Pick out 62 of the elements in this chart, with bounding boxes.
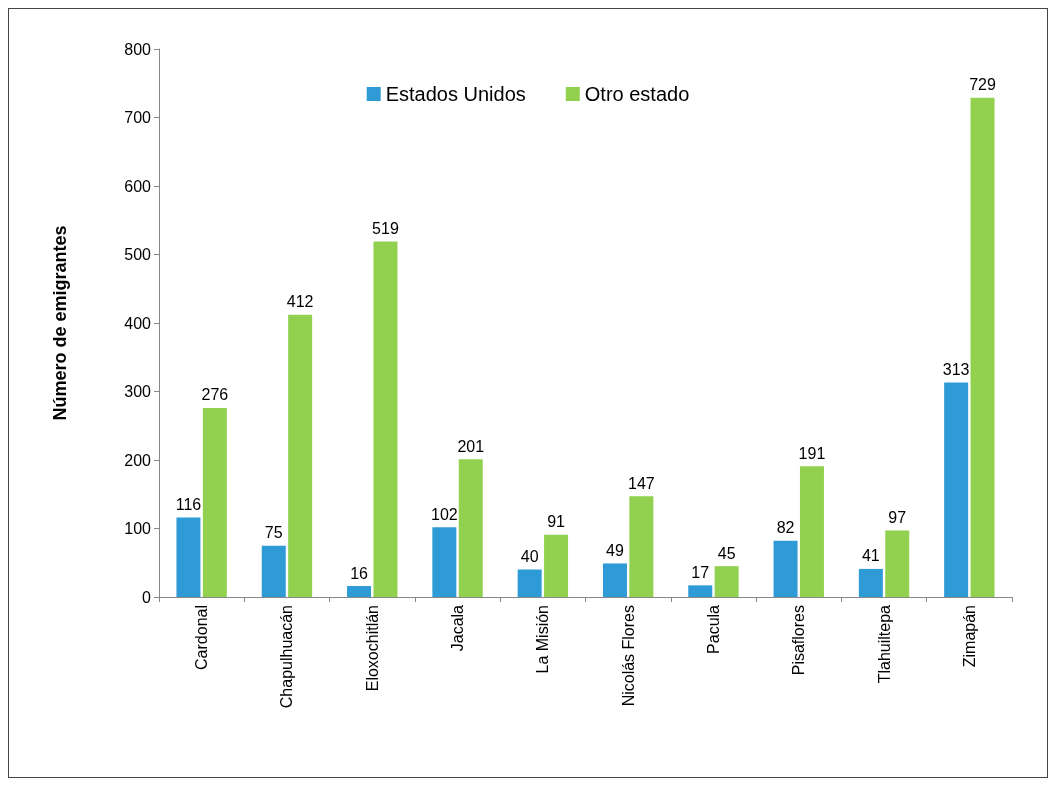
data-label: 116 [175, 496, 202, 514]
y-tick-label: 200 [124, 451, 152, 469]
data-label: 41 [861, 547, 880, 565]
x-tick-label: Eloxochitlán [363, 605, 381, 692]
bar [517, 569, 542, 597]
bar [432, 527, 457, 597]
bar [688, 585, 713, 597]
data-label: 91 [547, 513, 566, 531]
x-tick-label: Nicolás Flores [619, 605, 637, 707]
data-label: 40 [520, 548, 539, 566]
y-tick-label: 700 [124, 109, 152, 126]
data-label: 729 [969, 76, 996, 94]
bar [970, 97, 995, 597]
bar [602, 563, 627, 597]
data-label: 412 [286, 293, 314, 311]
y-tick-label: 300 [124, 383, 152, 400]
bar [799, 466, 824, 597]
bar [858, 568, 883, 597]
bar [202, 407, 227, 597]
x-tick-label: Tlahuiltepa [875, 604, 893, 684]
bar [261, 545, 286, 597]
data-label: 201 [457, 437, 485, 455]
data-label: 45 [717, 544, 736, 562]
data-label: 17 [691, 563, 710, 581]
y-axis-title: Número de emigrantes [50, 225, 70, 421]
legend-label: Otro estado [584, 83, 690, 105]
data-label: 313 [942, 361, 970, 379]
data-label: 191 [798, 444, 826, 462]
bar [176, 517, 201, 597]
data-label: 75 [264, 524, 283, 542]
data-label: 16 [350, 564, 369, 582]
x-tick-label: Pacula [704, 604, 722, 654]
x-tick-label: La Misión [534, 605, 552, 674]
y-tick-label: 100 [124, 520, 152, 537]
legend-label: Estados Unidos [385, 83, 526, 105]
y-tick-label: 400 [124, 314, 152, 332]
data-label: 276 [201, 386, 229, 404]
bar [629, 496, 654, 597]
y-tick-label: 500 [124, 246, 152, 263]
bar [373, 241, 398, 597]
x-tick-label: Cardonal [193, 605, 211, 670]
data-label: 519 [372, 219, 399, 237]
bar [347, 586, 372, 597]
data-label: 102 [431, 505, 458, 523]
data-label: 97 [888, 509, 907, 527]
bar [773, 540, 798, 597]
bar [885, 530, 910, 597]
x-tick-label: Pisaflores [790, 605, 808, 676]
y-tick-label: 600 [124, 177, 152, 195]
bar [544, 534, 569, 597]
x-tick-label: Chapulhuacán [278, 605, 296, 709]
bar [458, 459, 483, 597]
bar [714, 566, 739, 597]
y-tick-label: 800 [124, 40, 152, 58]
bar [944, 382, 969, 597]
data-label: 82 [776, 519, 795, 537]
y-tick-label: 0 [142, 588, 152, 606]
x-tick-label: Zimapán [960, 605, 978, 668]
data-label: 49 [606, 541, 624, 559]
data-label: 147 [628, 474, 655, 492]
x-tick-label: Jacala [449, 604, 467, 652]
bar [288, 314, 313, 597]
